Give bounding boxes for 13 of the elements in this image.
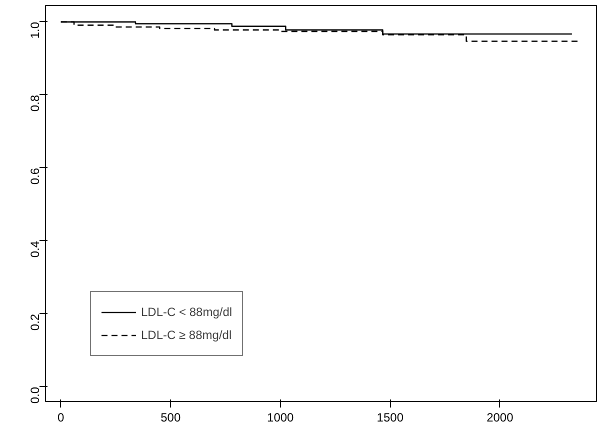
legend-label: LDL-C ≥ 88mg/dl bbox=[141, 328, 232, 342]
x-tick-label: 1000 bbox=[267, 410, 294, 424]
x-tick-label: 0 bbox=[58, 410, 65, 424]
y-tick-label: 0.6 bbox=[28, 168, 42, 185]
y-tick-label: 0.2 bbox=[28, 314, 42, 331]
x-tick-label: 2000 bbox=[486, 410, 514, 424]
y-tick-label: 0.0 bbox=[28, 386, 42, 404]
legend-label: LDL-C < 88mg/dl bbox=[141, 305, 232, 319]
y-tick-label: 0.4 bbox=[28, 240, 42, 258]
x-tick-label: 1500 bbox=[376, 410, 404, 424]
x-tick-label: 500 bbox=[160, 410, 181, 424]
y-tick-label: 1.0 bbox=[28, 22, 42, 39]
y-tick-label: 0.8 bbox=[28, 94, 42, 112]
